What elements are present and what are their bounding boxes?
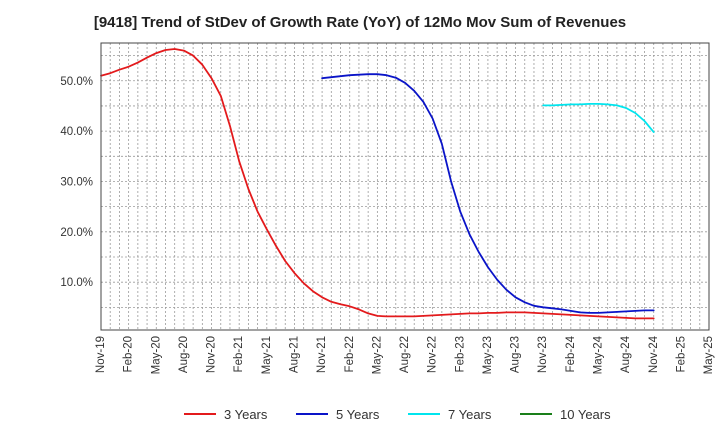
x-axis-ticks: Nov-19 Feb-20 May-20 Aug-20 Nov-20 Feb-21 May-… <box>95 335 715 374</box>
x-tick-label: May-24 <box>592 335 604 374</box>
series-line-3-years <box>100 48 655 320</box>
x-tick-label: Aug-24 <box>620 335 632 373</box>
x-tick-label: Aug-20 <box>178 336 190 373</box>
y-axis-ticks: 10.0% 20.0% 30.0% 40.0% 50.0% <box>60 76 93 289</box>
x-tick-label: Feb-25 <box>675 336 687 372</box>
x-tick-label: May-20 <box>150 336 162 374</box>
chart-title: [9418] Trend of StDev of Growth Rate (Yo… <box>93 14 627 31</box>
y-tick-label: 50.0% <box>60 76 93 88</box>
x-tick-label: Feb-22 <box>344 336 356 372</box>
legend-label-3-years: 3 Years <box>224 407 268 422</box>
x-tick-label: Feb-24 <box>565 335 577 372</box>
y-tick-label: 10.0% <box>60 277 93 289</box>
x-tick-label: Nov-21 <box>316 336 328 373</box>
x-tick-label: Feb-23 <box>454 336 466 372</box>
x-tick-label: Aug-22 <box>399 336 411 373</box>
legend-label-10-years: 10 Years <box>560 407 611 422</box>
x-tick-label: Nov-23 <box>537 336 549 373</box>
x-tick-label: Nov-22 <box>427 336 439 373</box>
grid-layer <box>101 43 709 330</box>
x-tick-label: May-25 <box>703 336 715 374</box>
series-line-7-years <box>542 103 655 134</box>
series-layer <box>100 48 655 320</box>
legend-label-5-years: 5 Years <box>336 407 380 422</box>
x-tick-label: Feb-21 <box>233 336 245 372</box>
y-tick-label: 20.0% <box>60 227 93 239</box>
series-line-5-years <box>321 73 655 314</box>
x-tick-label: May-21 <box>261 336 273 374</box>
legend: 3 Years 5 Years 7 Years 10 Years <box>184 407 611 422</box>
x-tick-label: Nov-19 <box>95 336 107 373</box>
x-tick-label: Nov-20 <box>206 336 218 373</box>
x-tick-label: Aug-23 <box>510 336 522 373</box>
x-tick-label: May-22 <box>371 336 383 374</box>
x-tick-label: Aug-21 <box>288 336 300 373</box>
x-tick-label: May-23 <box>482 336 494 374</box>
x-tick-label: Feb-20 <box>123 336 135 372</box>
x-tick-label: Nov-24 <box>648 335 660 373</box>
plot-frame <box>100 42 710 331</box>
y-tick-label: 30.0% <box>60 176 93 188</box>
legend-label-7-years: 7 Years <box>448 407 492 422</box>
y-tick-label: 40.0% <box>60 126 93 138</box>
